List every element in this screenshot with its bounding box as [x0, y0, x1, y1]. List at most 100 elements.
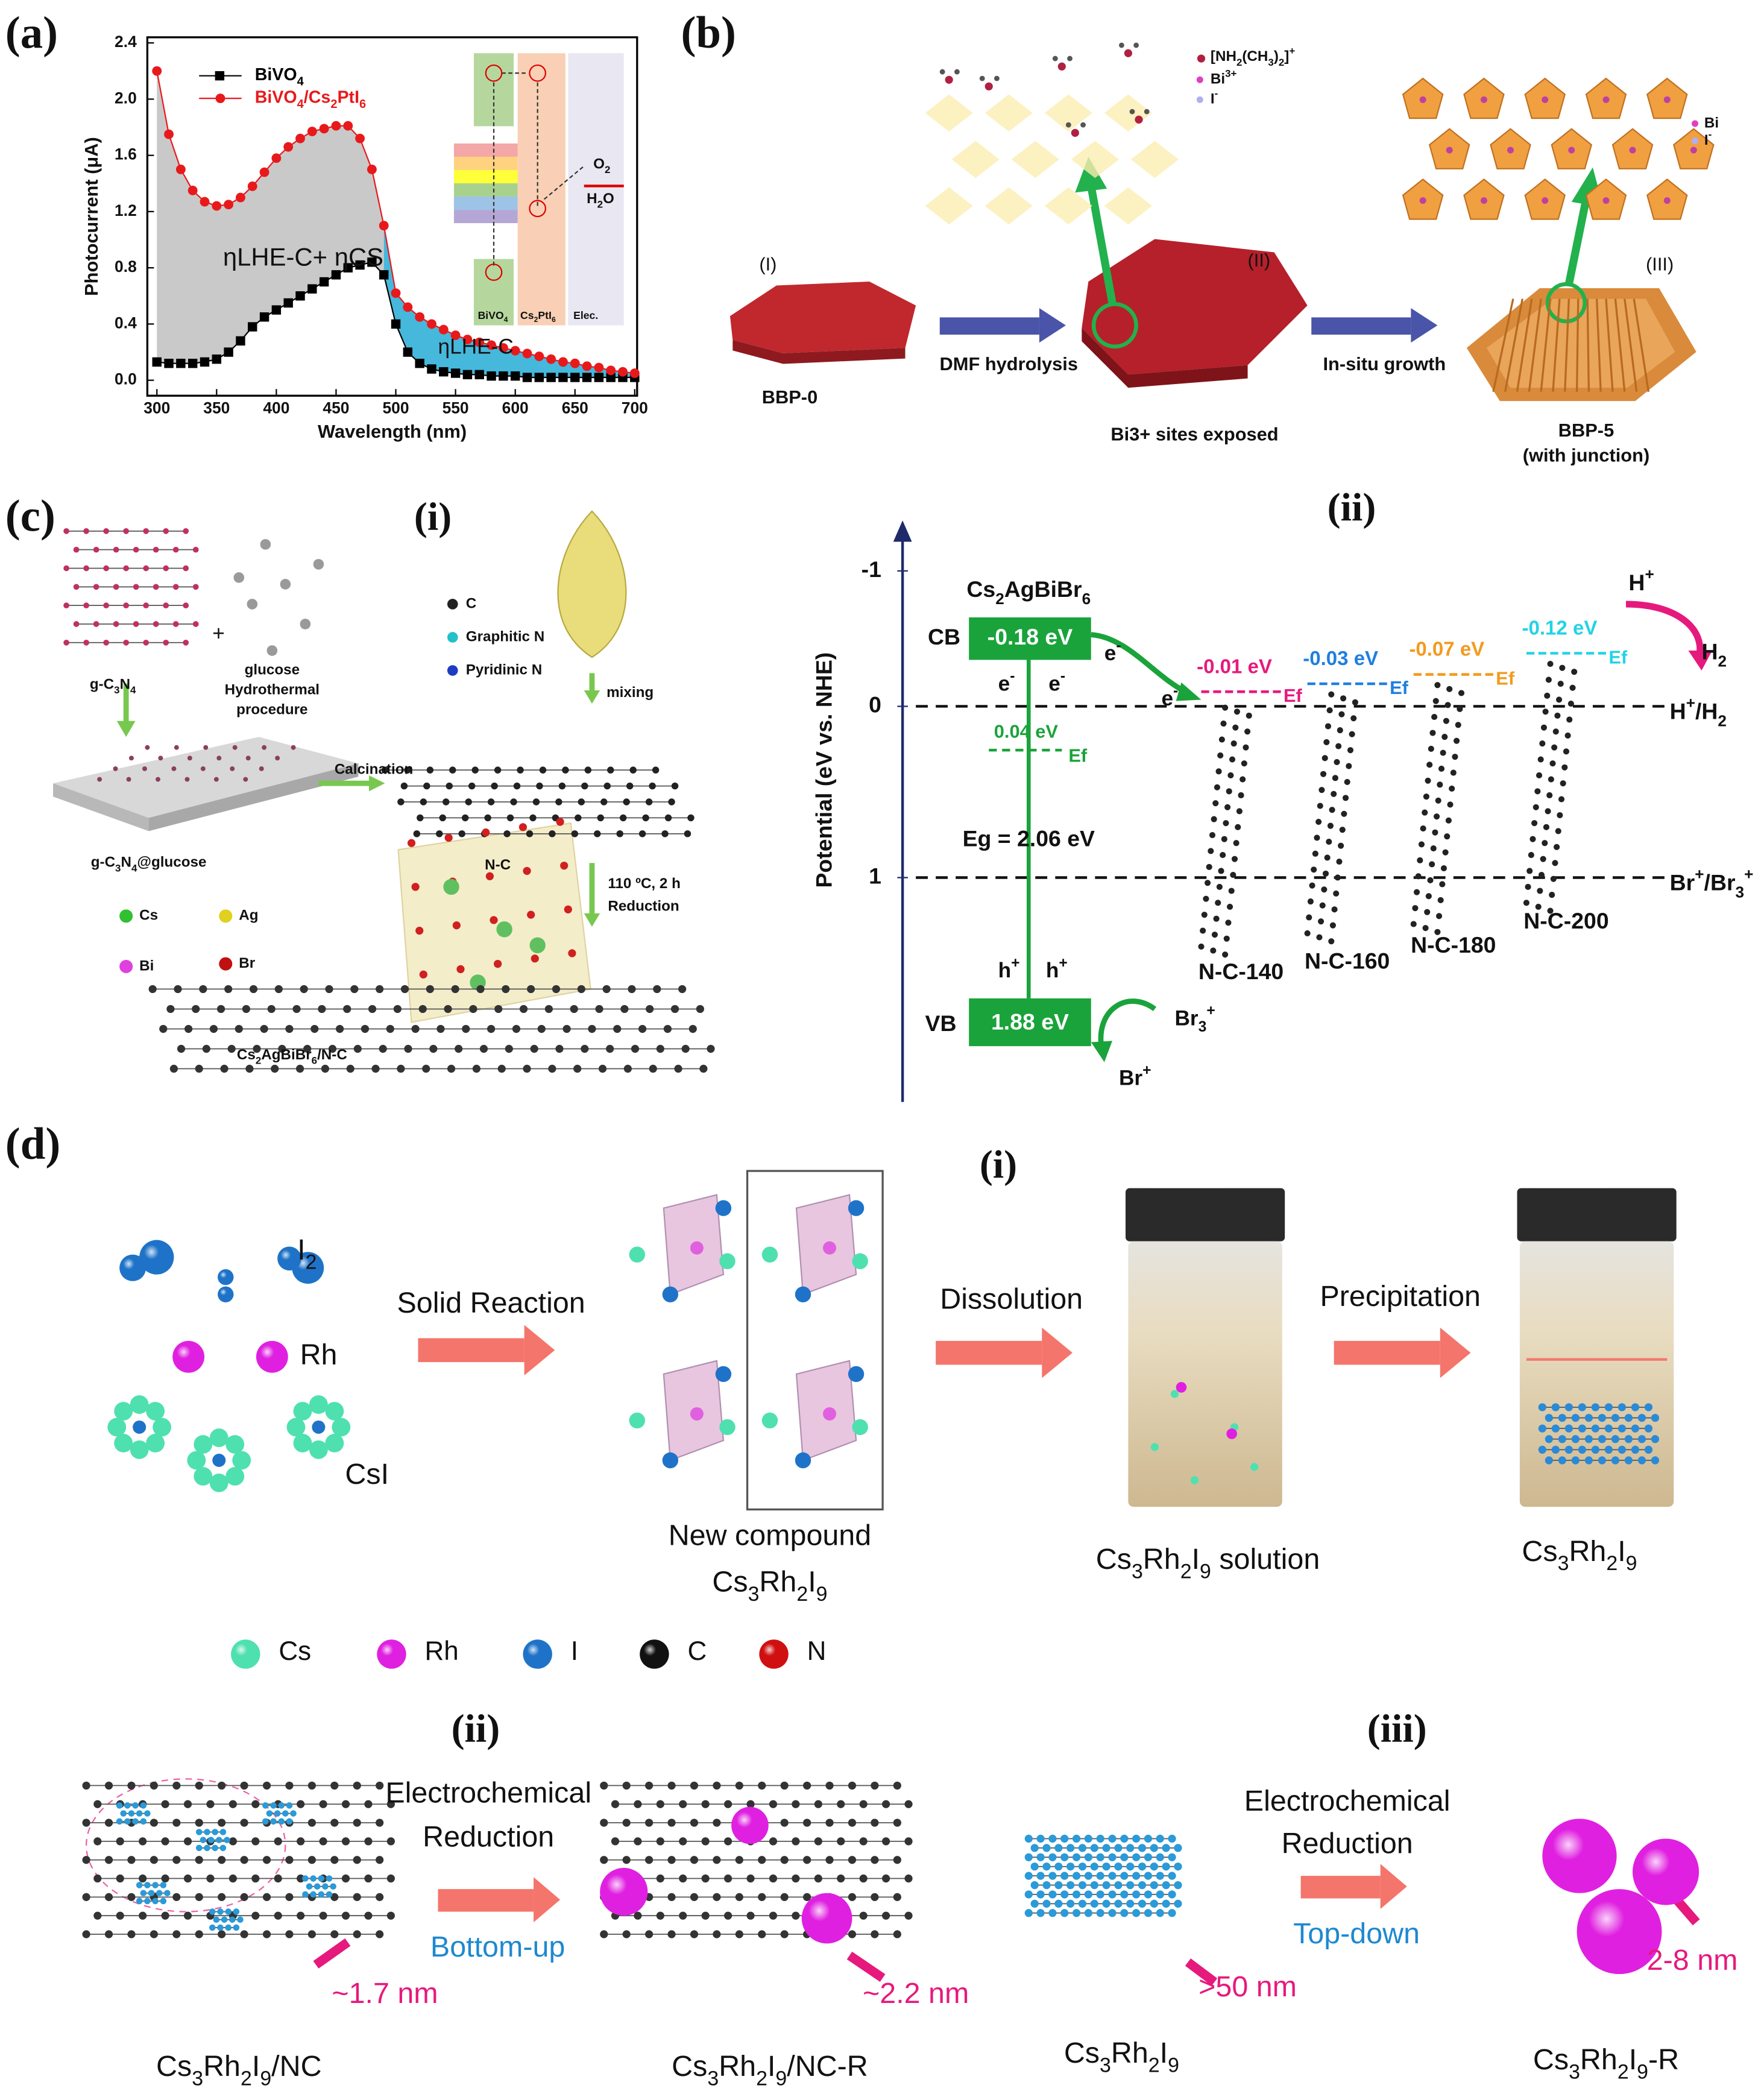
carbon-atom — [837, 1874, 845, 1883]
marker — [606, 373, 616, 382]
lattice-atom — [1126, 1899, 1135, 1908]
atom — [325, 1434, 344, 1452]
carbon-atom — [523, 1064, 531, 1073]
lattice-atom — [1156, 1909, 1164, 1917]
atom — [1057, 62, 1066, 71]
label: Cs3Rh2I9 — [1064, 2037, 1179, 2077]
c3n4-atom — [171, 766, 177, 771]
carbon-atom — [472, 1064, 480, 1073]
carbon-atom — [1440, 749, 1446, 756]
carbon-atom — [361, 1024, 370, 1033]
lattice-atom — [1624, 1456, 1633, 1465]
carbon-atom — [656, 1874, 664, 1883]
carbon-atom — [220, 1064, 228, 1073]
carbon-atom — [1534, 788, 1541, 795]
carbon-atom — [242, 1004, 251, 1014]
carbon-atom — [825, 1856, 834, 1864]
lattice-atom — [1120, 1909, 1129, 1917]
carbon-atom — [471, 766, 479, 774]
carbon-atom — [139, 1911, 147, 1920]
carbon-atom — [411, 1024, 420, 1033]
carbon-atom — [235, 1024, 243, 1033]
atom — [219, 909, 233, 923]
carbon-atom — [638, 830, 646, 837]
carbon-atom — [613, 1024, 622, 1033]
carbon-atom — [1208, 848, 1214, 854]
lattice-atom — [1114, 1844, 1123, 1852]
atom — [114, 1402, 133, 1421]
bromine-atom — [490, 916, 498, 924]
atom — [209, 1474, 228, 1492]
carbon-atom — [330, 1781, 339, 1790]
carbon-atom — [376, 1818, 384, 1827]
atom — [795, 1452, 811, 1469]
carbon-atom — [183, 1800, 192, 1808]
carbon-atom — [341, 1911, 350, 1920]
marker — [248, 322, 257, 332]
marker — [427, 319, 436, 329]
lattice-atom — [1114, 1881, 1123, 1890]
carbon-atom — [174, 985, 182, 994]
carbon-atom — [386, 1024, 394, 1033]
marker — [236, 336, 245, 346]
label: Ef — [1608, 646, 1628, 667]
carbon-atom — [598, 1064, 607, 1073]
carbon-atom — [1201, 912, 1208, 918]
lattice-atom — [1120, 1890, 1129, 1899]
label: h+ — [1046, 955, 1068, 982]
marker — [379, 270, 389, 280]
marker — [606, 365, 616, 376]
carbon-atom — [274, 1911, 282, 1920]
lattice-atom — [1132, 1890, 1141, 1899]
marker — [271, 153, 282, 163]
label: Potential (eV vs. NHE) — [811, 652, 836, 888]
carbon-atom — [512, 1024, 521, 1033]
carbon-atom — [330, 1818, 339, 1827]
atom — [979, 75, 985, 81]
carbon-atom — [628, 985, 636, 994]
marker — [558, 357, 568, 367]
carbon-atom — [634, 1911, 642, 1920]
carbon-atom — [1326, 838, 1332, 845]
carbon-atom — [679, 1800, 687, 1808]
carbon-atom — [735, 1856, 743, 1864]
lattice-atom — [1108, 1853, 1117, 1861]
c3n4-atom — [192, 621, 199, 627]
carbon-atom — [549, 830, 556, 837]
glucose-atom — [266, 645, 278, 656]
label: Br — [239, 955, 255, 971]
lattice-atom — [1591, 1445, 1599, 1454]
label: Cs3Rh2I9/NC — [156, 2050, 322, 2090]
carbon-atom — [104, 1930, 113, 1938]
shine — [231, 1639, 260, 1669]
carbon-atom — [746, 1800, 755, 1808]
lattice-atom — [1545, 1413, 1553, 1422]
c3n4-atom — [216, 755, 222, 761]
lattice-atom — [1120, 1834, 1129, 1843]
lattice-atom — [1598, 1435, 1607, 1443]
carbon-atom — [469, 1004, 477, 1014]
lattice-atom — [1571, 1435, 1580, 1443]
c3n4-atom — [245, 755, 251, 761]
carbon-atom — [642, 814, 649, 822]
carbon-atom — [600, 1781, 608, 1790]
marker — [618, 367, 628, 377]
lattice-atom — [1102, 1881, 1110, 1890]
label: Br3+ — [1174, 1003, 1215, 1035]
carbon-atom — [166, 1004, 175, 1014]
carbon-atom — [1215, 768, 1222, 775]
carbon-atom — [1435, 797, 1441, 804]
c3n4-atom — [142, 766, 147, 771]
cluster-atom — [302, 1875, 309, 1882]
lattice-atom — [1084, 1909, 1092, 1917]
carbon-atom — [139, 1874, 147, 1883]
carbon-atom — [1558, 796, 1565, 803]
carbon-atom — [690, 1893, 699, 1901]
carbon-atom — [330, 1930, 339, 1938]
carbon-atom — [562, 1024, 571, 1033]
lattice-atom — [1132, 1834, 1141, 1843]
octahedron — [984, 187, 1033, 225]
lattice-atom — [1651, 1456, 1660, 1465]
carbon-atom — [1225, 919, 1232, 926]
carbon-atom — [251, 1800, 260, 1808]
